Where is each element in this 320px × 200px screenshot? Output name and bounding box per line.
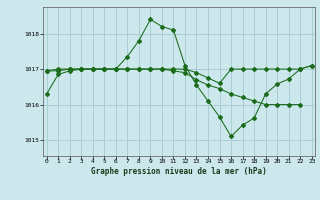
X-axis label: Graphe pression niveau de la mer (hPa): Graphe pression niveau de la mer (hPa) xyxy=(91,167,267,176)
